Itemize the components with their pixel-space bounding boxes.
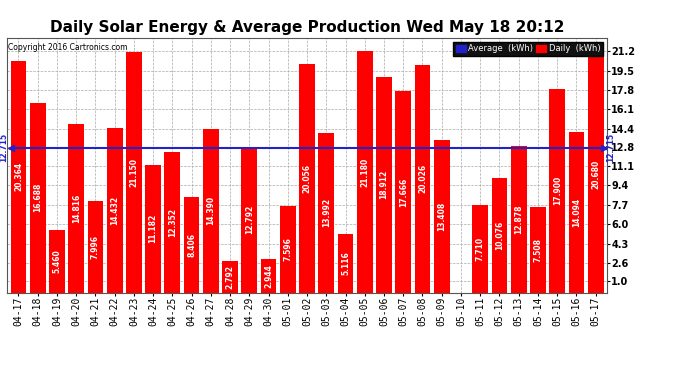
Text: 10.076: 10.076 bbox=[495, 220, 504, 250]
Text: 20.026: 20.026 bbox=[418, 164, 427, 193]
Text: 21.180: 21.180 bbox=[360, 158, 369, 187]
Text: 2.792: 2.792 bbox=[226, 265, 235, 289]
Bar bbox=[549, 89, 565, 292]
Text: 20.056: 20.056 bbox=[302, 164, 312, 193]
Bar bbox=[588, 57, 604, 292]
Text: 12.715: 12.715 bbox=[0, 133, 9, 162]
Bar bbox=[145, 165, 161, 292]
Text: 18.912: 18.912 bbox=[380, 170, 388, 200]
Text: 2.944: 2.944 bbox=[264, 264, 273, 288]
Title: Daily Solar Energy & Average Production Wed May 18 20:12: Daily Solar Energy & Average Production … bbox=[50, 20, 564, 35]
Text: 14.432: 14.432 bbox=[110, 196, 119, 225]
Bar bbox=[280, 206, 296, 292]
Bar bbox=[241, 147, 257, 292]
Text: 16.688: 16.688 bbox=[33, 183, 42, 212]
Text: 11.182: 11.182 bbox=[148, 214, 157, 243]
Text: 7.996: 7.996 bbox=[91, 235, 100, 259]
Bar bbox=[261, 259, 277, 292]
Text: 12.792: 12.792 bbox=[245, 205, 254, 234]
Bar bbox=[10, 61, 26, 292]
Bar bbox=[415, 64, 431, 292]
Text: 20.364: 20.364 bbox=[14, 162, 23, 191]
Bar bbox=[434, 140, 450, 292]
Text: 13.408: 13.408 bbox=[437, 201, 446, 231]
Text: 7.710: 7.710 bbox=[475, 237, 484, 261]
Bar bbox=[203, 129, 219, 292]
Text: 5.460: 5.460 bbox=[52, 249, 61, 273]
Text: 8.406: 8.406 bbox=[187, 232, 196, 256]
Text: 17.900: 17.900 bbox=[553, 176, 562, 205]
Bar bbox=[473, 205, 488, 292]
Text: 12.715: 12.715 bbox=[607, 133, 615, 162]
Text: Copyright 2016 Cartronics.com: Copyright 2016 Cartronics.com bbox=[8, 43, 128, 52]
Text: 7.596: 7.596 bbox=[284, 237, 293, 261]
Bar bbox=[395, 92, 411, 292]
Bar bbox=[30, 102, 46, 292]
Text: 21.150: 21.150 bbox=[130, 158, 139, 187]
Bar bbox=[530, 207, 546, 292]
Bar bbox=[511, 146, 526, 292]
Bar bbox=[107, 128, 123, 292]
Bar bbox=[357, 51, 373, 292]
Legend: Average  (kWh), Daily  (kWh): Average (kWh), Daily (kWh) bbox=[453, 42, 603, 56]
Text: 5.116: 5.116 bbox=[341, 252, 350, 275]
Text: 12.352: 12.352 bbox=[168, 208, 177, 237]
Bar bbox=[164, 152, 180, 292]
Text: 14.390: 14.390 bbox=[206, 196, 215, 225]
Bar bbox=[569, 132, 584, 292]
Text: 17.666: 17.666 bbox=[399, 177, 408, 207]
Bar bbox=[49, 230, 65, 292]
Text: 14.816: 14.816 bbox=[72, 194, 81, 223]
Bar bbox=[491, 178, 507, 292]
Text: 7.508: 7.508 bbox=[533, 238, 542, 262]
Text: 20.680: 20.680 bbox=[591, 160, 600, 189]
Bar bbox=[299, 64, 315, 292]
Bar bbox=[337, 234, 353, 292]
Bar bbox=[184, 197, 199, 292]
Text: 13.992: 13.992 bbox=[322, 198, 331, 227]
Bar bbox=[318, 133, 334, 292]
Bar bbox=[88, 201, 103, 292]
Text: 14.094: 14.094 bbox=[572, 198, 581, 227]
Bar bbox=[376, 77, 392, 292]
Text: 12.878: 12.878 bbox=[514, 204, 523, 234]
Bar bbox=[222, 261, 238, 292]
Bar bbox=[126, 52, 141, 292]
Bar bbox=[68, 124, 84, 292]
